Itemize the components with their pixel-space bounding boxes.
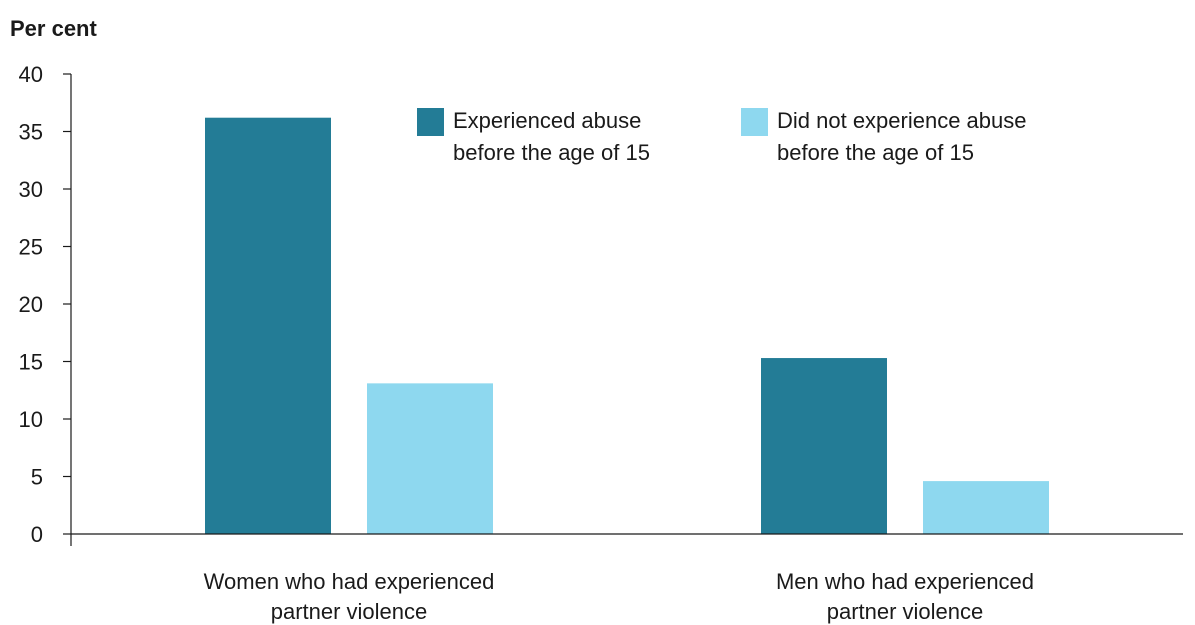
bar-series-2-category-2 [923, 481, 1049, 534]
y-tick-label: 5 [31, 465, 43, 490]
legend: Experienced abuse before the age of 15 Did… [417, 108, 1027, 165]
legend-label-2: Did not experience abuse [777, 108, 1027, 133]
legend-label-2: before the age of 15 [777, 140, 974, 165]
y-tick-label: 40 [19, 62, 43, 87]
x-category-label: Women who had experienced [204, 569, 495, 594]
y-axis-title: Per cent [10, 16, 97, 41]
legend-label-1: Experienced abuse [453, 108, 641, 133]
x-category-label: partner violence [271, 599, 428, 624]
y-tick-label: 0 [31, 522, 43, 547]
bar-series-2-category-1 [367, 383, 493, 534]
bar-series-1-category-1 [205, 117, 331, 534]
x-category-label: partner violence [827, 599, 984, 624]
y-tick-label: 20 [19, 292, 43, 317]
y-tick-label: 30 [19, 177, 43, 202]
y-tick-label: 15 [19, 350, 43, 375]
y-axis: 0 5 10 15 20 25 30 35 40 [19, 62, 72, 547]
x-axis: Women who had experienced partner violenc… [71, 533, 1183, 624]
y-tick-label: 10 [19, 407, 43, 432]
y-tick-label: 35 [19, 120, 43, 145]
legend-label-1: before the age of 15 [453, 140, 650, 165]
bars [205, 117, 1049, 534]
bar-series-1-category-2 [761, 358, 887, 534]
x-category-label: Men who had experienced [776, 569, 1034, 594]
y-tick-label: 25 [19, 235, 43, 260]
legend-swatch-1 [417, 108, 444, 136]
legend-swatch-2 [741, 108, 768, 136]
